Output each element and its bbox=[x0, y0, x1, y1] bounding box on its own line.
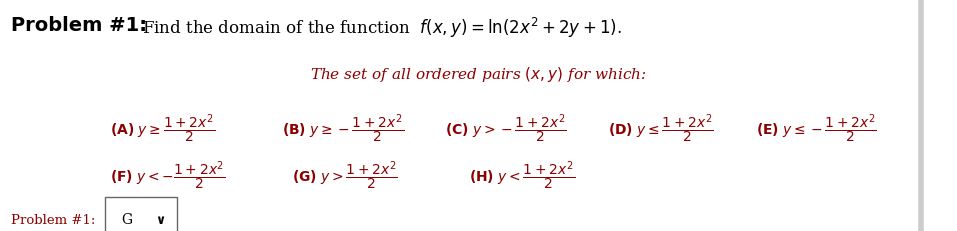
Text: $\mathbf{(H)}$ $y < \dfrac{1+2x^2}{2}$: $\mathbf{(H)}$ $y < \dfrac{1+2x^2}{2}$ bbox=[469, 158, 575, 191]
Text: G: G bbox=[122, 213, 133, 226]
Text: $\mathbf{(F)}$ $y < -\dfrac{1+2x^2}{2}$: $\mathbf{(F)}$ $y < -\dfrac{1+2x^2}{2}$ bbox=[110, 158, 226, 191]
Text: $\mathbf{(C)}$ $y > -\dfrac{1+2x^2}{2}$: $\mathbf{(C)}$ $y > -\dfrac{1+2x^2}{2}$ bbox=[445, 112, 567, 145]
Text: Problem #1:: Problem #1: bbox=[11, 16, 147, 35]
Text: $\mathbf{(B)}$ $y \geq -\dfrac{1+2x^2}{2}$: $\mathbf{(B)}$ $y \geq -\dfrac{1+2x^2}{2… bbox=[282, 112, 405, 145]
Text: $\mathbf{(E)}$ $y \leq -\dfrac{1+2x^2}{2}$: $\mathbf{(E)}$ $y \leq -\dfrac{1+2x^2}{2… bbox=[756, 112, 877, 145]
FancyBboxPatch shape bbox=[105, 198, 177, 231]
Text: $\mathbf{(G)}$ $y > \dfrac{1+2x^2}{2}$: $\mathbf{(G)}$ $y > \dfrac{1+2x^2}{2}$ bbox=[292, 158, 398, 191]
Text: The set of all ordered pairs $(x, y)$ for which:: The set of all ordered pairs $(x, y)$ fo… bbox=[310, 65, 647, 84]
Text: Problem #1:: Problem #1: bbox=[11, 213, 96, 226]
Text: $\mathbf{(A)}$ $y \geq \dfrac{1+2x^2}{2}$: $\mathbf{(A)}$ $y \geq \dfrac{1+2x^2}{2}… bbox=[110, 112, 215, 145]
Text: $\mathbf{(D)}$ $y \leq \dfrac{1+2x^2}{2}$: $\mathbf{(D)}$ $y \leq \dfrac{1+2x^2}{2}… bbox=[608, 112, 714, 145]
Text: Find the domain of the function  $f(x, y) = \ln(2x^2 + 2y + 1)$.: Find the domain of the function $f(x, y)… bbox=[142, 16, 622, 40]
Text: ∨: ∨ bbox=[155, 213, 166, 226]
